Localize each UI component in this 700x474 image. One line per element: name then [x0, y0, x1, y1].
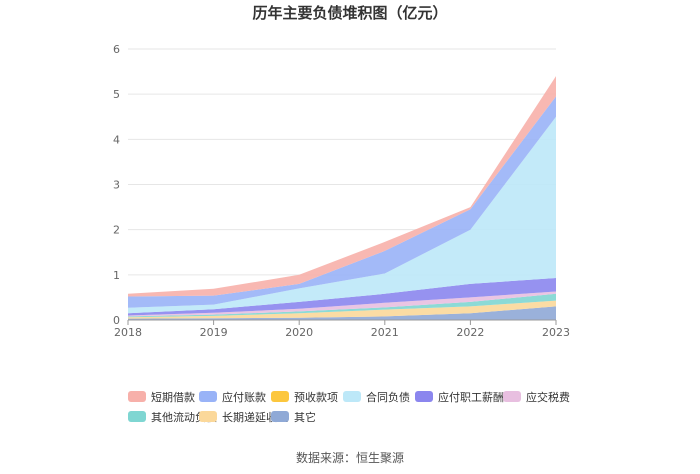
legend-swatch — [503, 391, 521, 402]
legend-swatch — [343, 391, 361, 402]
y-tick-label: 4 — [113, 133, 120, 146]
x-tick-label: 2022 — [456, 326, 484, 339]
legend-label: 预收款项 — [294, 390, 338, 404]
x-tick-label: 2023 — [542, 326, 570, 339]
area-series — [128, 293, 556, 318]
legend-label: 合同负债 — [366, 390, 410, 404]
area-series — [128, 116, 556, 314]
y-tick-label: 5 — [113, 88, 120, 101]
legend-label: 短期借款 — [151, 390, 195, 404]
x-tick-label: 2018 — [114, 326, 142, 339]
legend-item[interactable]: 应交税费 — [503, 390, 570, 404]
y-tick-label: 0 — [113, 314, 120, 327]
y-tick-label: 2 — [113, 224, 120, 237]
legend-label: 应交税费 — [526, 390, 570, 404]
legend-swatch — [199, 411, 217, 422]
axes: 0 1 2 3 4 5 6 2018 2019 2020 2021 2022 2023 — [113, 43, 570, 339]
chart-title: 历年主要负债堆积图（亿元） — [252, 4, 447, 22]
y-tick-label: 3 — [113, 179, 120, 192]
legend-item[interactable]: 其它 — [271, 410, 316, 424]
area-series — [128, 306, 556, 320]
y-tick-label: 6 — [113, 43, 120, 56]
legend-label: 应付账款 — [222, 390, 266, 404]
legend-swatch — [128, 411, 146, 422]
legend-item[interactable]: 短期借款 — [128, 390, 195, 404]
legend-item[interactable]: 应付账款 — [199, 390, 266, 404]
x-tick-label: 2019 — [200, 326, 228, 339]
legend-swatch — [415, 391, 433, 402]
source-note: 数据来源：恒生聚源 — [296, 450, 404, 465]
legend-swatch — [271, 411, 289, 422]
plot-area — [128, 76, 556, 320]
area-series — [128, 278, 556, 316]
legend-label: 其它 — [294, 410, 316, 424]
legend-item[interactable]: 应付职工薪酬 — [415, 390, 504, 404]
y-tick-label: 1 — [113, 269, 120, 282]
legend-label: 应付职工薪酬 — [438, 390, 504, 404]
legend-item[interactable]: 预收款项 — [271, 390, 338, 404]
x-tick-label: 2021 — [371, 326, 399, 339]
legend-swatch — [199, 391, 217, 402]
legend-swatch — [271, 391, 289, 402]
legend-item[interactable]: 合同负债 — [343, 390, 410, 404]
x-tick-label: 2020 — [285, 326, 313, 339]
legend-swatch — [128, 391, 146, 402]
area-series — [128, 300, 556, 319]
